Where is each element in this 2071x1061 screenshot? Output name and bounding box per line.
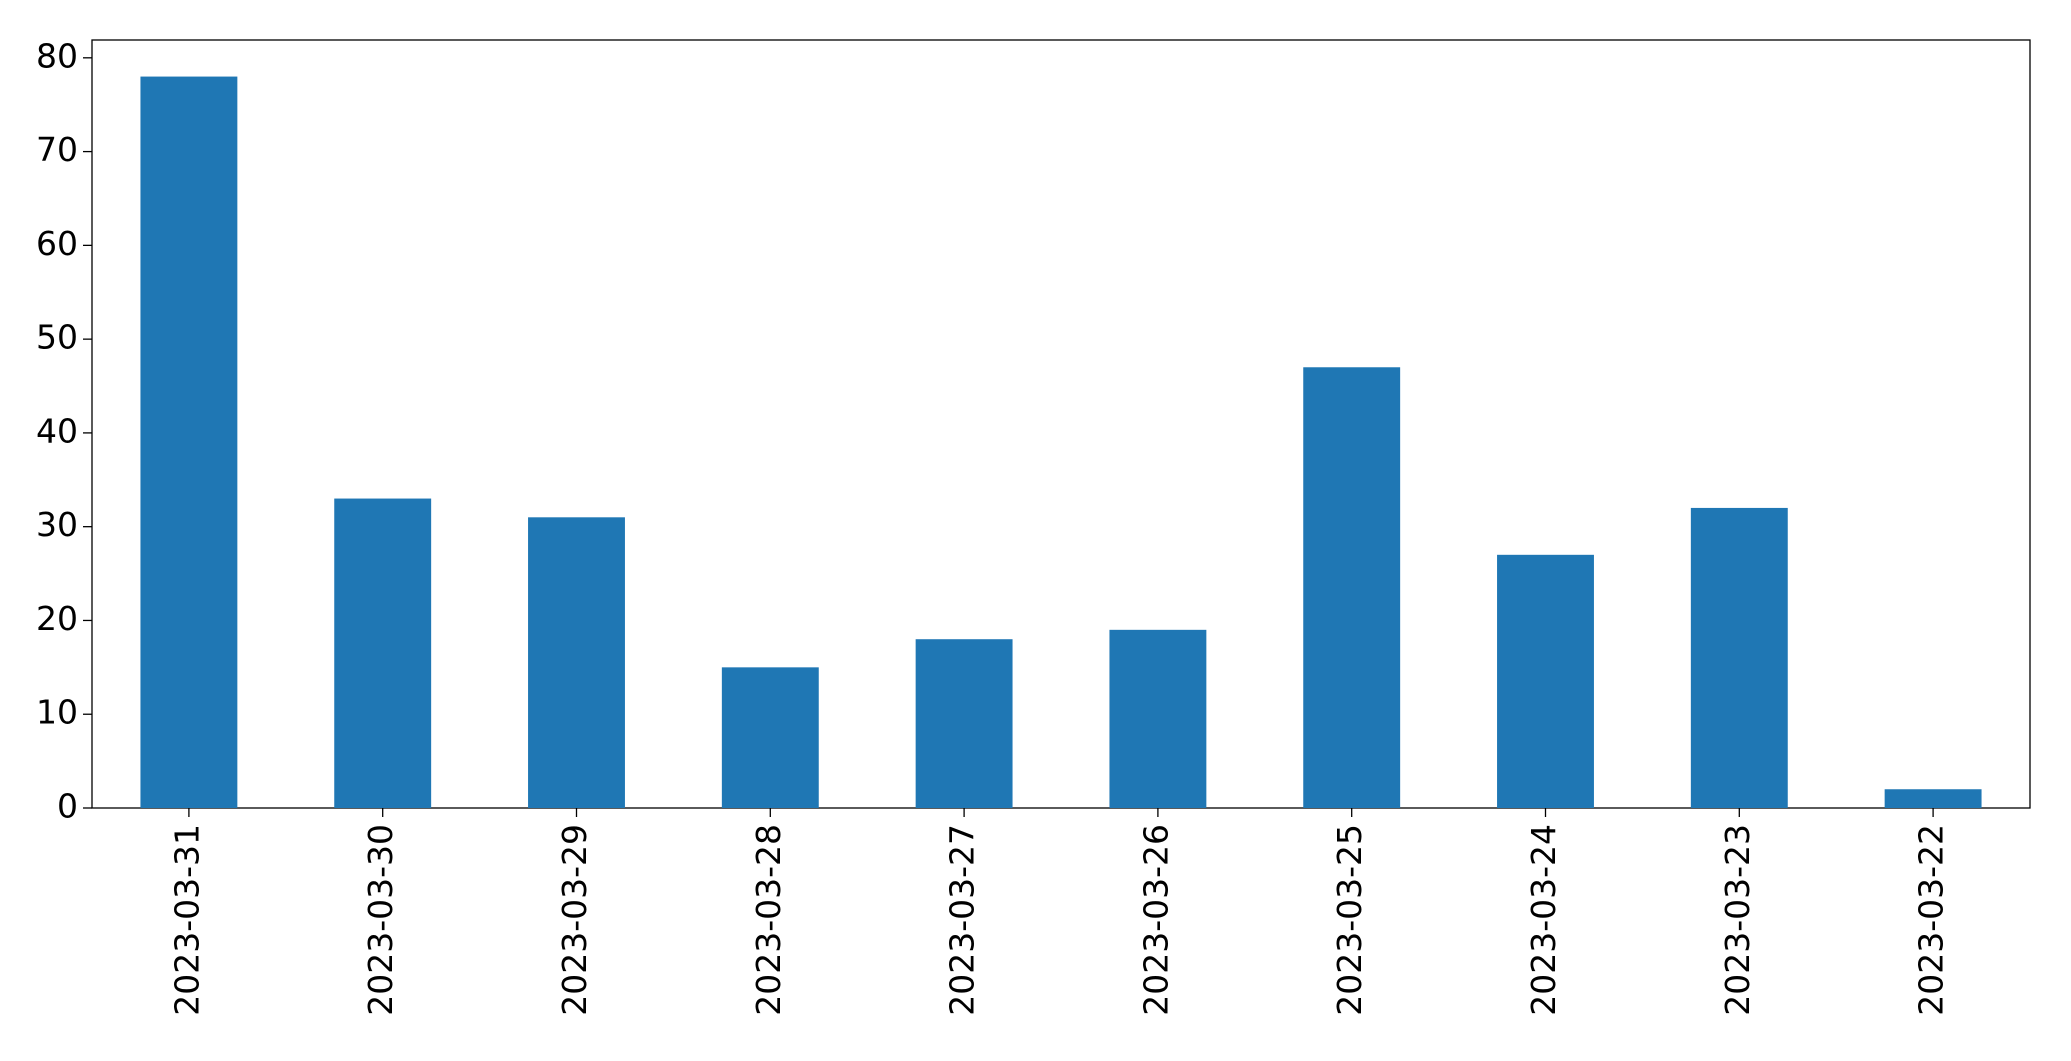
y-tick-label: 40 (36, 411, 78, 450)
y-tick-label: 20 (36, 599, 78, 638)
y-tick-label: 50 (36, 318, 78, 357)
bar (1884, 789, 1982, 808)
plot-frame (91, 39, 2031, 809)
x-tick-label: 2023-03-25 (1330, 824, 1369, 1016)
x-tick-label: 2023-03-24 (1524, 824, 1563, 1016)
x-tick-label: 2023-03-26 (1136, 824, 1175, 1016)
bar (528, 517, 625, 808)
x-tick-label: 2023-03-29 (555, 824, 594, 1016)
x-tick-label: 2023-03-30 (361, 824, 400, 1016)
bar (1303, 367, 1401, 808)
bar (1109, 629, 1207, 808)
bar (1690, 507, 1788, 808)
bar (915, 639, 1013, 808)
x-tick-label: 2023-03-23 (1718, 824, 1757, 1016)
y-tick-label: 30 (36, 505, 78, 544)
bar (334, 498, 432, 808)
y-tick-label: 10 (36, 693, 78, 732)
y-tick-label: 60 (36, 224, 78, 263)
bar (721, 667, 819, 808)
y-tick-label: 0 (57, 787, 78, 826)
x-tick-label: 2023-03-22 (1912, 824, 1951, 1016)
x-tick-label: 2023-03-27 (943, 824, 982, 1016)
y-tick-label: 70 (36, 130, 78, 169)
bar (1497, 554, 1594, 808)
y-tick-label: 80 (36, 36, 78, 75)
bar (140, 76, 238, 809)
x-tick-label: 2023-03-31 (167, 824, 206, 1016)
x-tick-label: 2023-03-28 (749, 824, 788, 1016)
